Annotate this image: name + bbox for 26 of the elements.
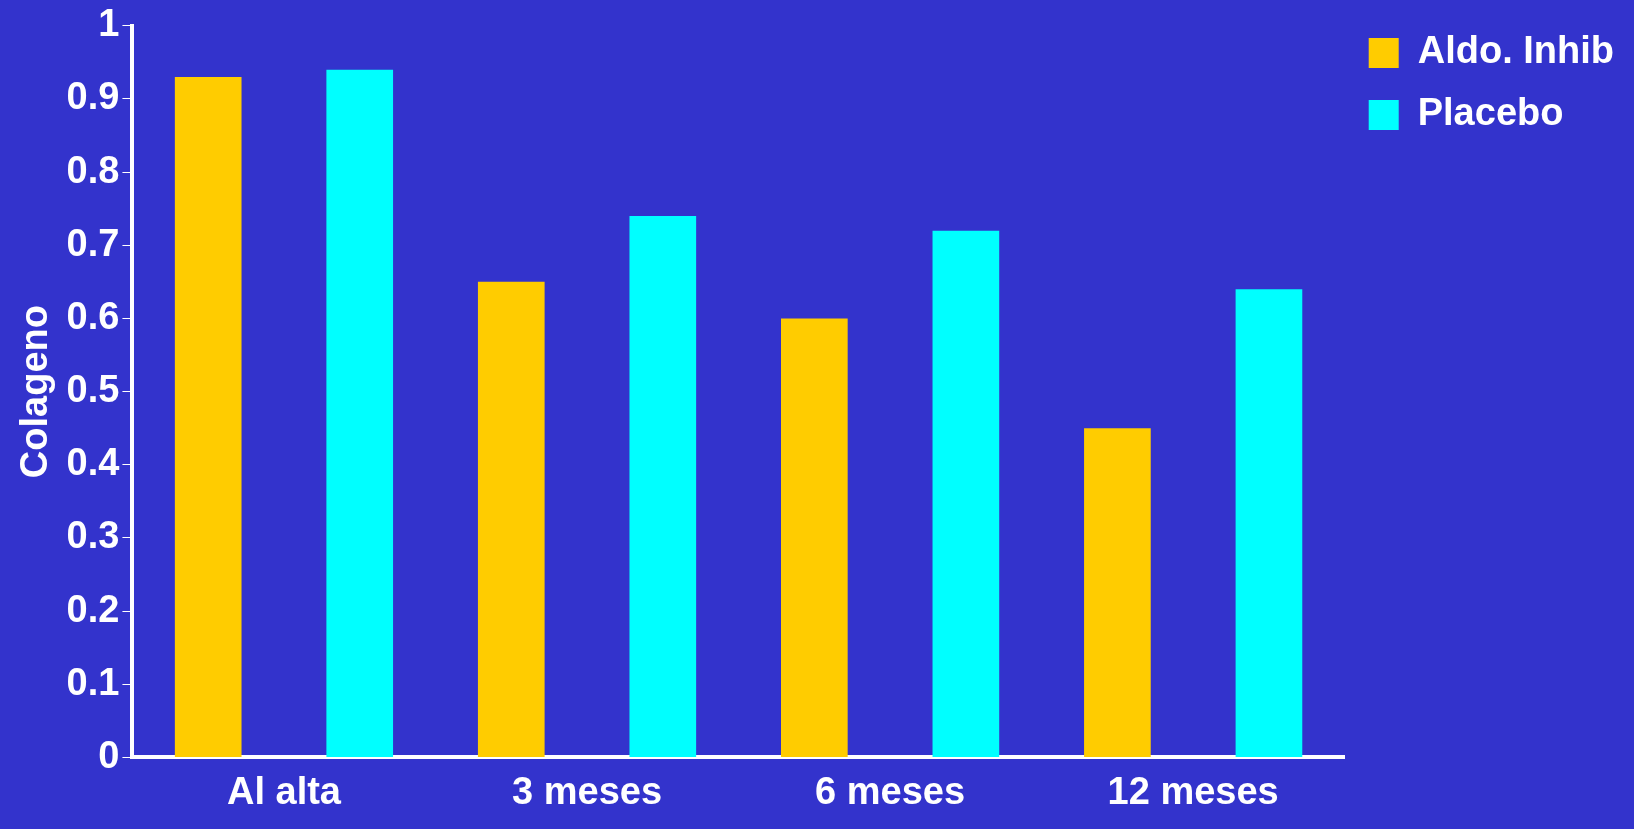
legend-label: Aldo. Inhib <box>1417 29 1615 72</box>
y-tick-label: 0.5 <box>66 368 120 411</box>
y-tick-label: 0.2 <box>66 587 120 630</box>
y-tick-label: 0 <box>98 733 120 776</box>
bar <box>629 216 697 757</box>
x-tick-label: 6 meses <box>815 769 966 812</box>
y-tick-label: 0.9 <box>66 75 120 118</box>
bar <box>1084 428 1151 757</box>
y-tick-label: 0.4 <box>66 441 120 484</box>
y-tick-label: 0.6 <box>66 294 120 337</box>
x-tick-label: Al alta <box>226 769 342 812</box>
x-tick-label: 12 meses <box>1107 769 1279 812</box>
y-tick-label: 0.3 <box>66 514 120 557</box>
y-tick-label: 1 <box>98 2 120 45</box>
bar <box>174 77 242 757</box>
y-axis-title: Colageno <box>13 305 56 479</box>
bar <box>1235 289 1303 757</box>
y-tick-label: 0.8 <box>66 148 120 191</box>
bar <box>477 281 545 757</box>
x-tick-label: 3 meses <box>512 769 663 812</box>
legend-label: Placebo <box>1417 91 1564 134</box>
bar <box>932 230 1000 757</box>
bar <box>781 318 848 757</box>
bar <box>326 69 394 757</box>
y-tick-label: 0.1 <box>66 660 120 703</box>
y-tick-label: 0.7 <box>66 221 120 264</box>
